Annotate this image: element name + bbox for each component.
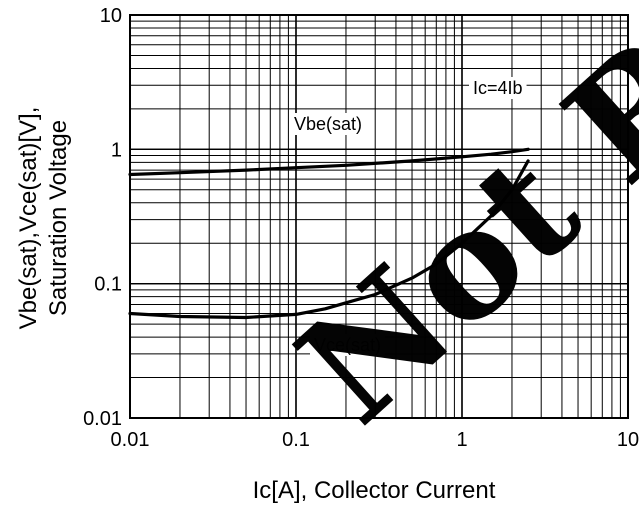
series-line-vce-sat xyxy=(128,159,530,320)
annotation-vbe-sat: Vbe(sat) xyxy=(294,114,362,134)
x-tick-label: 1 xyxy=(456,429,467,451)
annotation-vce-sat: Vce(sat) xyxy=(314,335,381,355)
annotation-background xyxy=(310,334,386,356)
annotation-ic-4ib: Ic=4Ib xyxy=(473,78,523,98)
y-axis-title-line2: Saturation Voltage xyxy=(45,120,72,316)
series-layer xyxy=(128,147,530,320)
tick-labels: 0.01 0.1 1 10 0.01 0.1 1 10 xyxy=(83,5,639,451)
y-tick-label: 10 xyxy=(100,5,122,27)
annotation-background xyxy=(469,77,527,99)
plot-frame xyxy=(129,14,629,419)
x-tick-label: 10 xyxy=(617,429,639,451)
annotation-background xyxy=(290,113,367,135)
x-tick-label: 0.1 xyxy=(282,429,310,451)
series-line-vbe-sat xyxy=(128,147,530,177)
y-tick-label: 0.01 xyxy=(83,408,122,430)
x-tick-label: 0.01 xyxy=(111,429,150,451)
y-tick-label: 1 xyxy=(111,139,122,161)
y-axis-title-line1: Vbe(sat),Vce(sat)[V], xyxy=(15,107,42,330)
y-tick-label: 0.1 xyxy=(94,274,122,296)
grid xyxy=(129,14,629,419)
x-axis-title: Ic[A], Collector Current xyxy=(253,477,496,504)
